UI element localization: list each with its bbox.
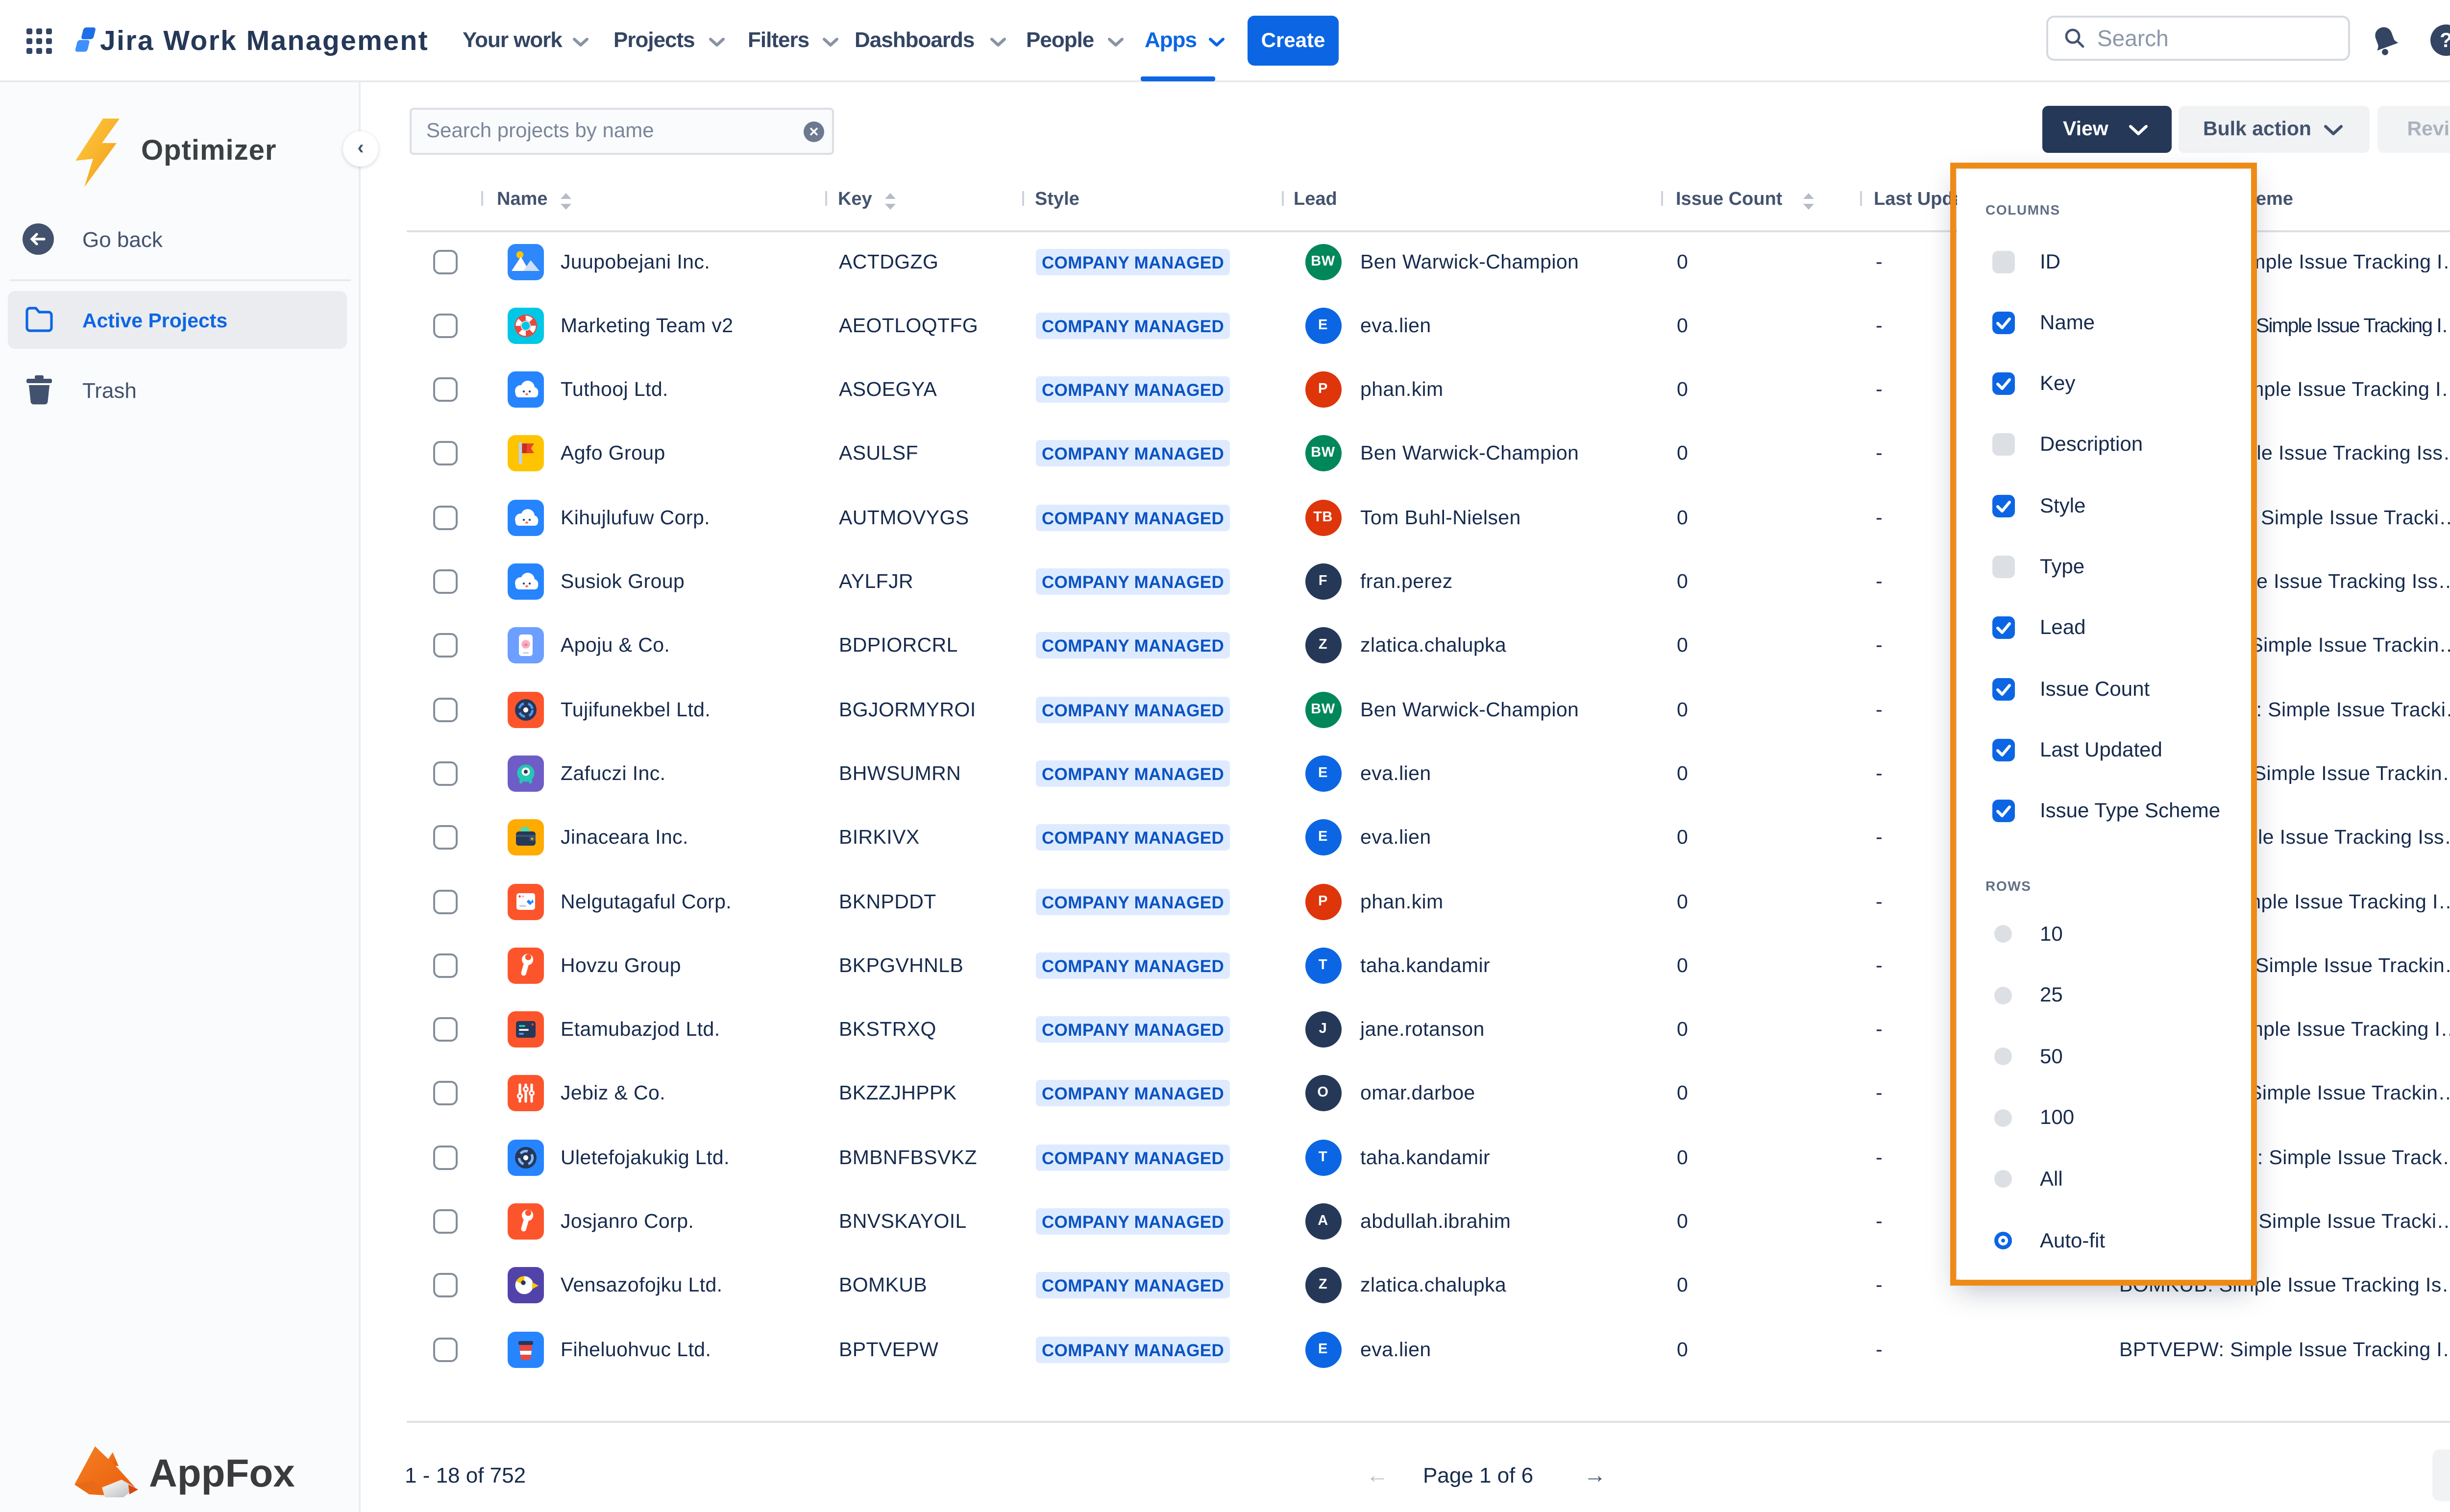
svg-text:?: ? bbox=[2440, 28, 2450, 51]
